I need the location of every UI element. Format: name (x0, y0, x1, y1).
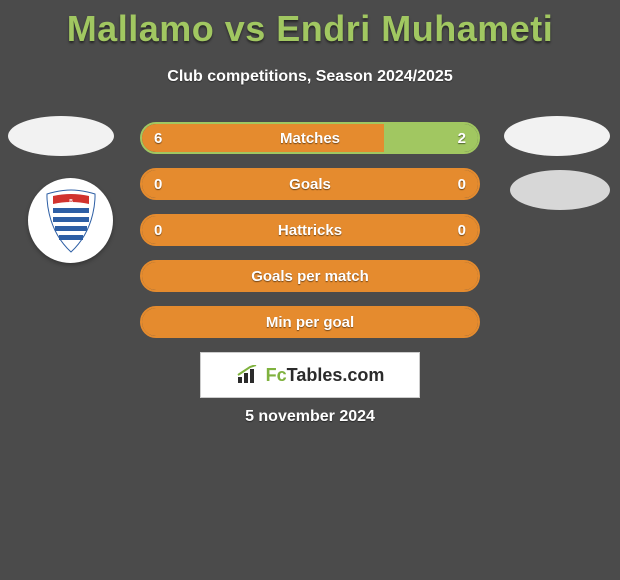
bar-label: Min per goal (142, 308, 478, 336)
bar-label: Matches (142, 124, 478, 152)
comparison-title: Mallamo vs Endri Muhameti (0, 0, 620, 50)
bar-label: Hattricks (142, 216, 478, 244)
fctables-logo: FcTables.com (200, 352, 420, 398)
player-right-club-avatar (510, 170, 610, 210)
bar-label: Goals (142, 170, 478, 198)
bar-label: Goals per match (142, 262, 478, 290)
bar-value-left: 0 (154, 170, 162, 198)
player-left-club-badge: B (28, 178, 113, 263)
bar-value-left: 0 (154, 216, 162, 244)
bar-value-right: 0 (458, 216, 466, 244)
stat-bar: Goals per match (140, 260, 480, 292)
comparison-subtitle: Club competitions, Season 2024/2025 (0, 68, 620, 86)
bar-value-left: 6 (154, 124, 162, 152)
stat-bar: Matches6 2 (140, 122, 480, 154)
stat-bar: Hattricks0 0 (140, 214, 480, 246)
chart-icon (236, 365, 260, 385)
logo-suffix: Tables.com (287, 365, 385, 385)
shield-icon: B (43, 188, 99, 254)
bar-value-right: 0 (458, 170, 466, 198)
stat-bars: Matches62Goals00Hattricks00Goals per mat… (140, 122, 480, 352)
player-right-avatar (504, 116, 610, 156)
stat-bar: Min per goal (140, 306, 480, 338)
logo-prefix: Fc (266, 365, 287, 385)
svg-text:B: B (69, 199, 73, 205)
snapshot-date: 5 november 2024 (0, 408, 620, 426)
player-left-avatar (8, 116, 114, 156)
bar-value-right: 2 (458, 124, 466, 152)
stat-bar: Goals0 0 (140, 168, 480, 200)
